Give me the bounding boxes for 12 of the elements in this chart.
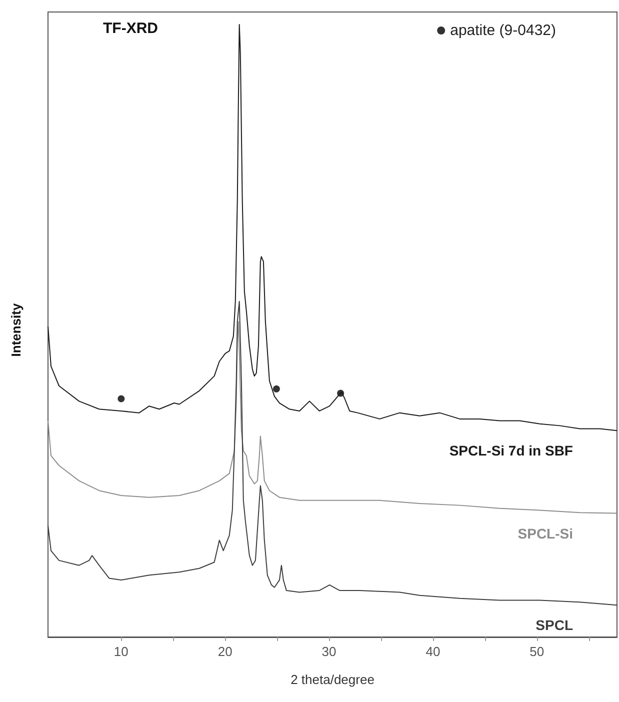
series-label: SPCL-Si 7d in SBF [449, 442, 574, 459]
legend-label: apatite (9-0432) [450, 22, 556, 39]
series-label: SPCL-Si [518, 525, 573, 542]
x-tick-label: 20 [218, 644, 232, 659]
x-tick-label: 10 [114, 644, 128, 659]
y-axis-title: Intensity [8, 302, 24, 357]
x-tick-label: 50 [530, 644, 544, 659]
x-tick-label: 40 [426, 644, 440, 659]
x-tick-label: 30 [322, 644, 336, 659]
series-label: SPCL [536, 617, 574, 634]
x-axis-title: 2 theta/degree [290, 672, 374, 687]
chart-title: TF-XRD [103, 20, 158, 37]
